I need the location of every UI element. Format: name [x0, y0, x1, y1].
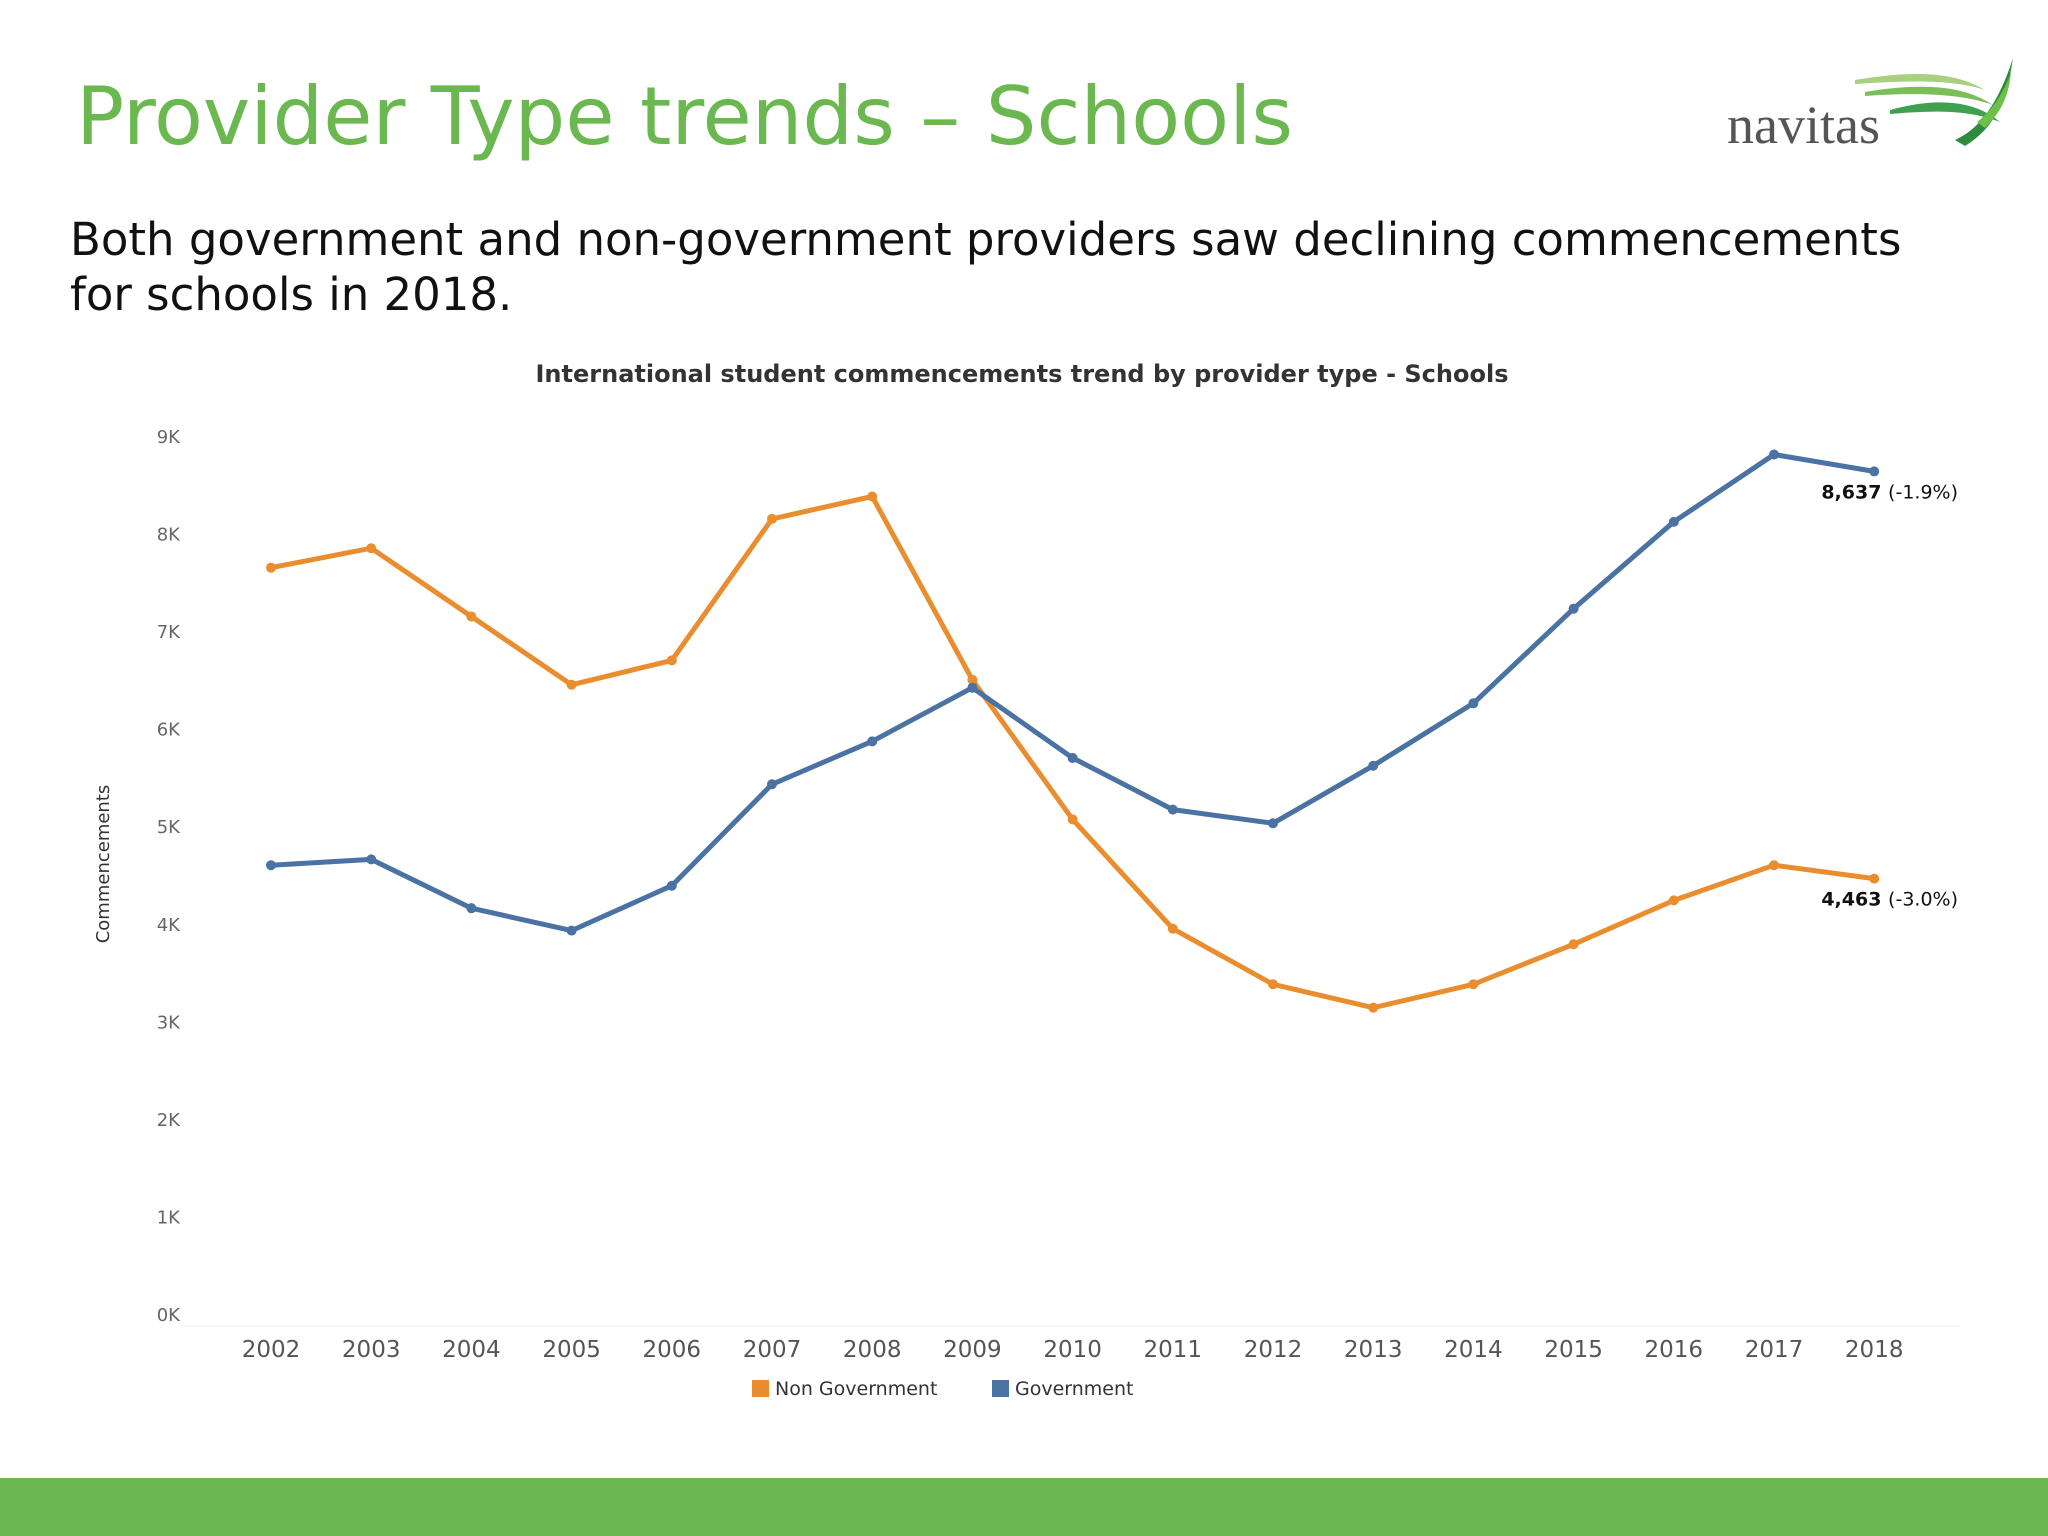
footer-bar [0, 1478, 2048, 1536]
data-point [1067, 814, 1078, 825]
data-point [867, 491, 878, 502]
end-value-label: 4,463 (-3.0%) [1821, 889, 1958, 911]
x-tick-label: 2018 [1845, 1337, 1904, 1363]
series-layer [266, 449, 1880, 1013]
x-axis-ticks: 2002 2003 2004 2005 2006 2007 2008 2009 2010 2011… [242, 1337, 1904, 1363]
series-government [266, 449, 1880, 936]
data-point [666, 880, 677, 891]
data-point [1869, 873, 1880, 884]
navitas-logo: navitas [1727, 58, 2013, 155]
logo-text: navitas [1727, 95, 1880, 155]
y-tick-label: 4K [157, 915, 181, 936]
y-tick-label: 8K [157, 525, 181, 546]
chart-title: International student commencements tren… [536, 360, 1509, 388]
data-point [1368, 760, 1379, 771]
data-point [1668, 895, 1679, 906]
data-point [1268, 979, 1278, 990]
slide-subtitle: Both government and non-government provi… [70, 213, 1902, 321]
legend: Non Government Government [752, 1378, 1134, 1400]
series-non-government [266, 491, 1880, 1013]
data-point [967, 682, 978, 693]
data-point [466, 611, 477, 622]
x-tick-label: 2003 [342, 1337, 401, 1363]
legend-label: Non Government [775, 1378, 937, 1400]
data-point [266, 860, 276, 871]
x-tick-label: 2007 [743, 1337, 802, 1363]
data-point [1468, 698, 1479, 709]
x-tick-label: 2017 [1745, 1337, 1804, 1363]
x-tick-label: 2014 [1444, 1337, 1503, 1363]
wing-icon [1855, 58, 2013, 146]
data-point [767, 513, 777, 524]
data-point [366, 854, 377, 865]
end-labels: 4,463 (-3.0%) 8,637 (-1.9%) [1821, 481, 1958, 910]
y-tick-label: 7K [157, 622, 181, 643]
data-point [1167, 804, 1178, 815]
data-point [1869, 466, 1880, 477]
data-point [867, 736, 878, 747]
legend-label: Government [1015, 1378, 1134, 1400]
data-point [1668, 516, 1679, 527]
data-point [1468, 979, 1479, 990]
x-tick-label: 2012 [1244, 1337, 1303, 1363]
x-tick-label: 2015 [1544, 1337, 1603, 1363]
page-title: Provider Type trends – Schools [76, 70, 1293, 163]
data-point [1268, 818, 1278, 829]
series-line-non-government [268, 494, 1877, 1011]
y-tick-label: 6K [157, 720, 181, 741]
data-point [1167, 923, 1178, 934]
line-chart: International student commencements tren… [93, 360, 1960, 1400]
y-tick-label: 1K [157, 1207, 181, 1228]
y-tick-label: 5K [157, 817, 181, 838]
x-tick-label: 2011 [1144, 1337, 1203, 1363]
data-point [1769, 449, 1779, 460]
end-value-label: 8,637 (-1.9%) [1821, 481, 1958, 503]
y-axis-label: Commencements [93, 785, 114, 944]
x-tick-label: 2009 [943, 1337, 1002, 1363]
series-line-government [268, 452, 1877, 934]
x-tick-label: 2008 [843, 1337, 902, 1363]
x-tick-label: 2013 [1344, 1337, 1403, 1363]
x-tick-label: 2006 [643, 1337, 702, 1363]
x-tick-label: 2004 [442, 1337, 501, 1363]
data-point [1368, 1002, 1379, 1013]
data-point [1769, 860, 1779, 871]
x-tick-label: 2016 [1645, 1337, 1704, 1363]
data-point [366, 543, 377, 554]
data-point [566, 679, 577, 690]
data-point [1568, 939, 1579, 950]
x-tick-label: 2002 [242, 1337, 301, 1363]
x-tick-label: 2010 [1043, 1337, 1102, 1363]
data-point [566, 925, 577, 936]
y-tick-label: 0K [157, 1305, 181, 1326]
data-point [1067, 752, 1078, 763]
y-tick-label: 2K [157, 1110, 181, 1131]
data-point [1568, 603, 1579, 614]
data-point [466, 903, 477, 914]
y-tick-label: 9K [157, 427, 181, 448]
data-point [967, 674, 978, 685]
y-axis-ticks: 0K 1K 2K 3K 4K 5K 6K 7K 8K 9K [157, 427, 181, 1326]
legend-swatch [992, 1380, 1009, 1397]
data-point [266, 562, 276, 573]
legend-swatch [752, 1380, 769, 1397]
x-tick-label: 2005 [542, 1337, 601, 1363]
data-point [767, 779, 777, 790]
y-tick-label: 3K [157, 1012, 181, 1033]
data-point [666, 655, 677, 666]
